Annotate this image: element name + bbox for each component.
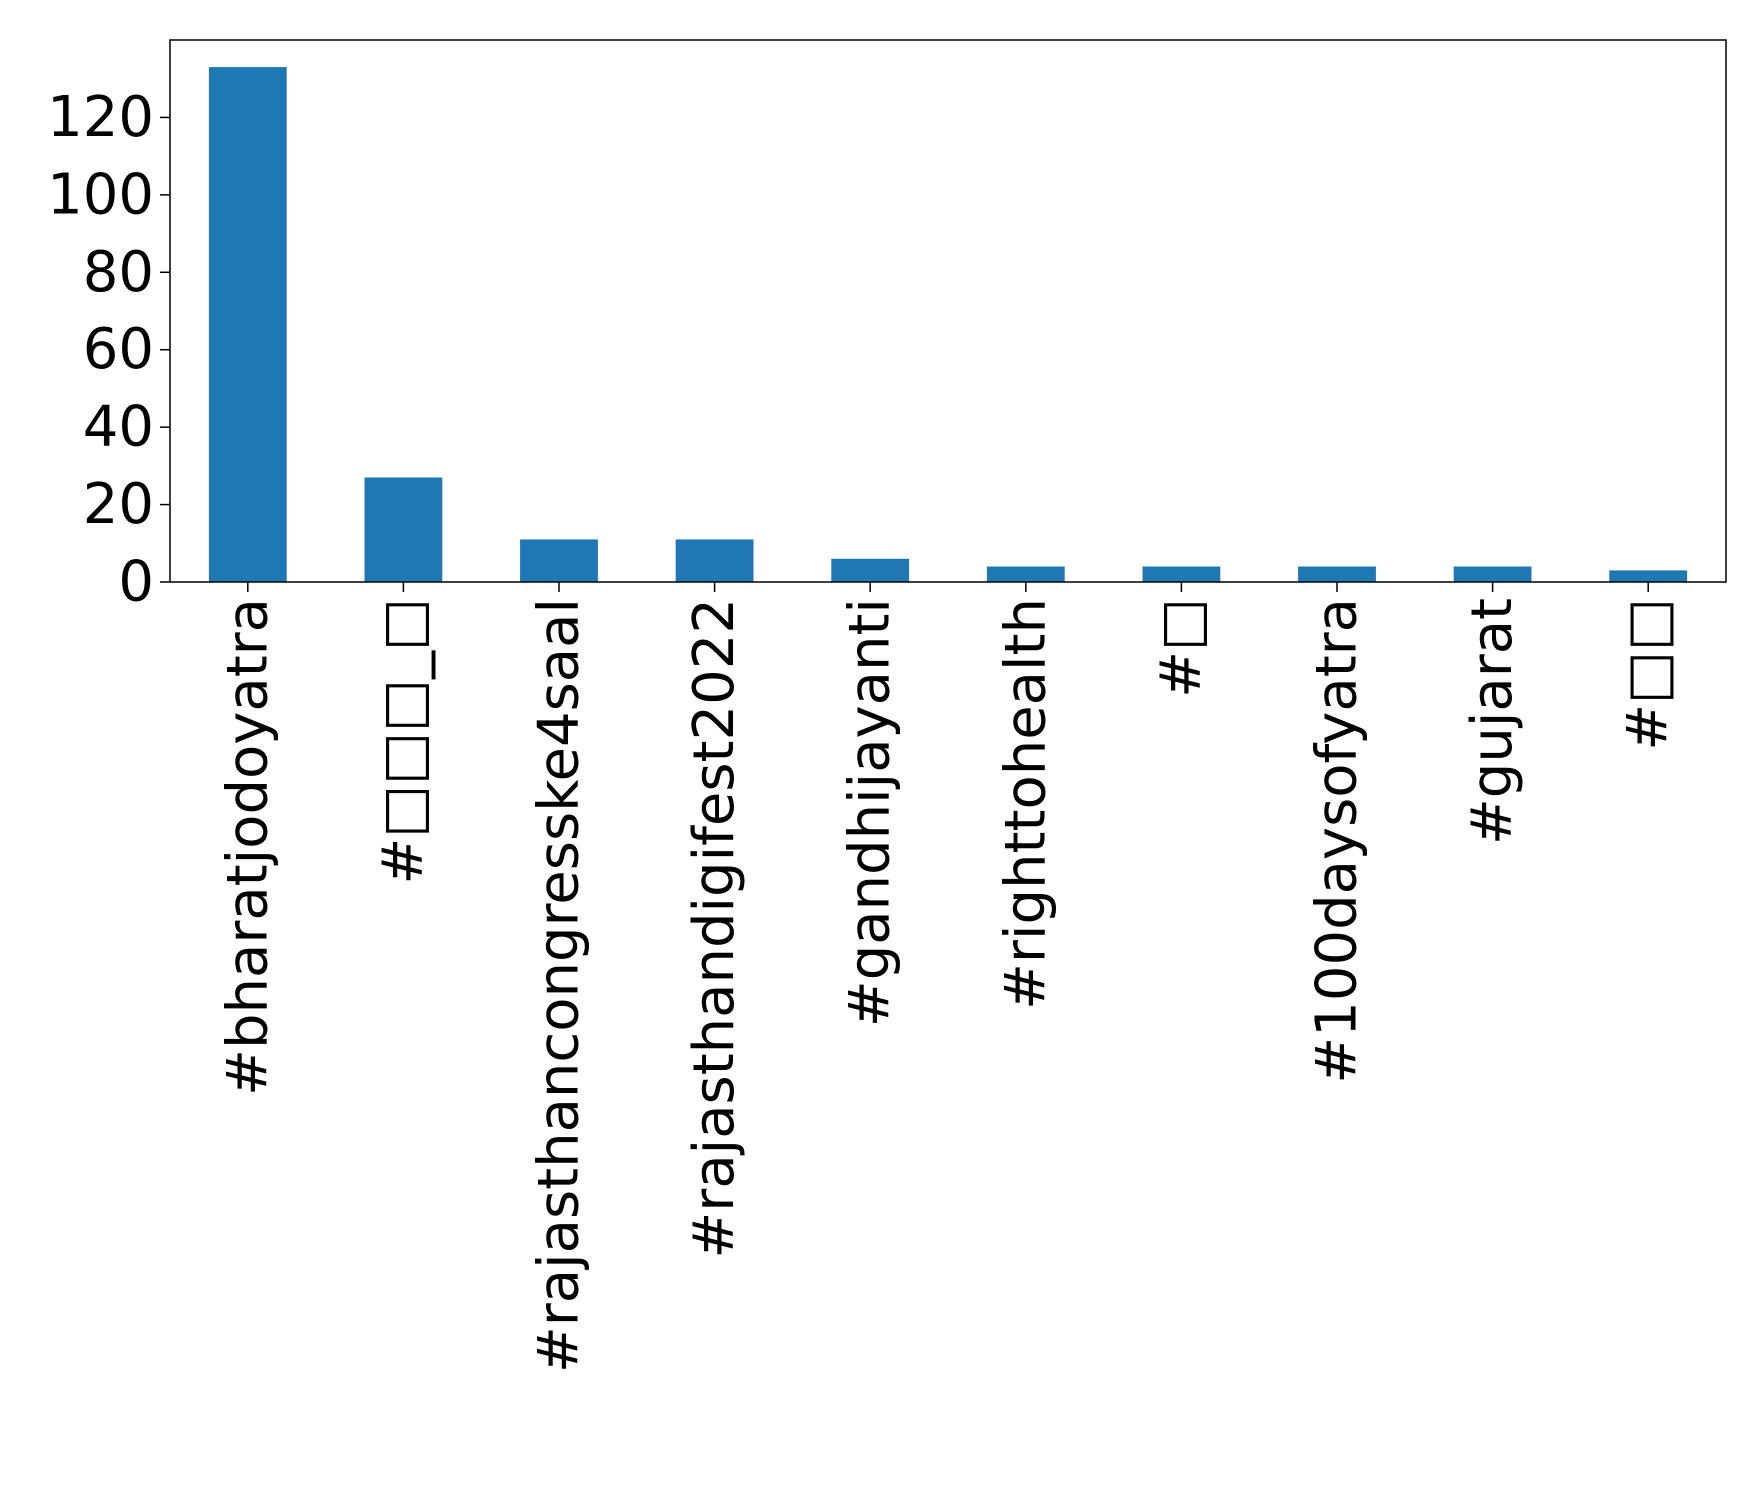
y-tick-label: 40	[83, 395, 154, 460]
bar	[520, 539, 598, 582]
x-tick-label: #□	[1149, 598, 1214, 698]
x-tick-label: #gujarat	[1460, 598, 1525, 845]
bar	[1453, 566, 1532, 582]
bars-layer	[208, 67, 1688, 583]
y-axis: 0 20 40 60 80 100 120	[47, 85, 170, 615]
x-tick-label: #rajasthandigifest2022	[682, 598, 747, 1259]
x-tick-label: #righttohealth	[993, 598, 1058, 1010]
y-tick-label: 100	[47, 162, 154, 227]
x-tick-label: #rajasthancongresske4saal	[527, 598, 592, 1373]
y-tick-label: 0	[118, 550, 154, 615]
plot-frame	[169, 39, 1727, 583]
bar	[831, 558, 910, 582]
y-tick-label: 20	[83, 472, 154, 537]
y-tick-label: 60	[83, 317, 154, 382]
bar	[986, 566, 1065, 582]
x-tick-label: #bharatjodoyatra	[215, 598, 280, 1096]
bar	[208, 67, 287, 583]
x-tick-label: #□□□_□	[371, 598, 436, 885]
x-tick-label: #□□	[1616, 598, 1681, 751]
x-axis: #bharatjodoyatra #□□□_□ #rajasthancongress…	[215, 582, 1681, 1373]
bar	[1142, 566, 1221, 582]
bar	[675, 539, 754, 582]
bar	[1298, 566, 1376, 582]
y-tick-label: 120	[47, 85, 154, 150]
bar	[1609, 570, 1688, 582]
x-tick-label: #gandhijayanti	[838, 598, 903, 1027]
y-tick-label: 80	[83, 240, 154, 305]
bar	[364, 477, 443, 582]
x-tick-label: #100daysofyatra	[1305, 598, 1370, 1084]
